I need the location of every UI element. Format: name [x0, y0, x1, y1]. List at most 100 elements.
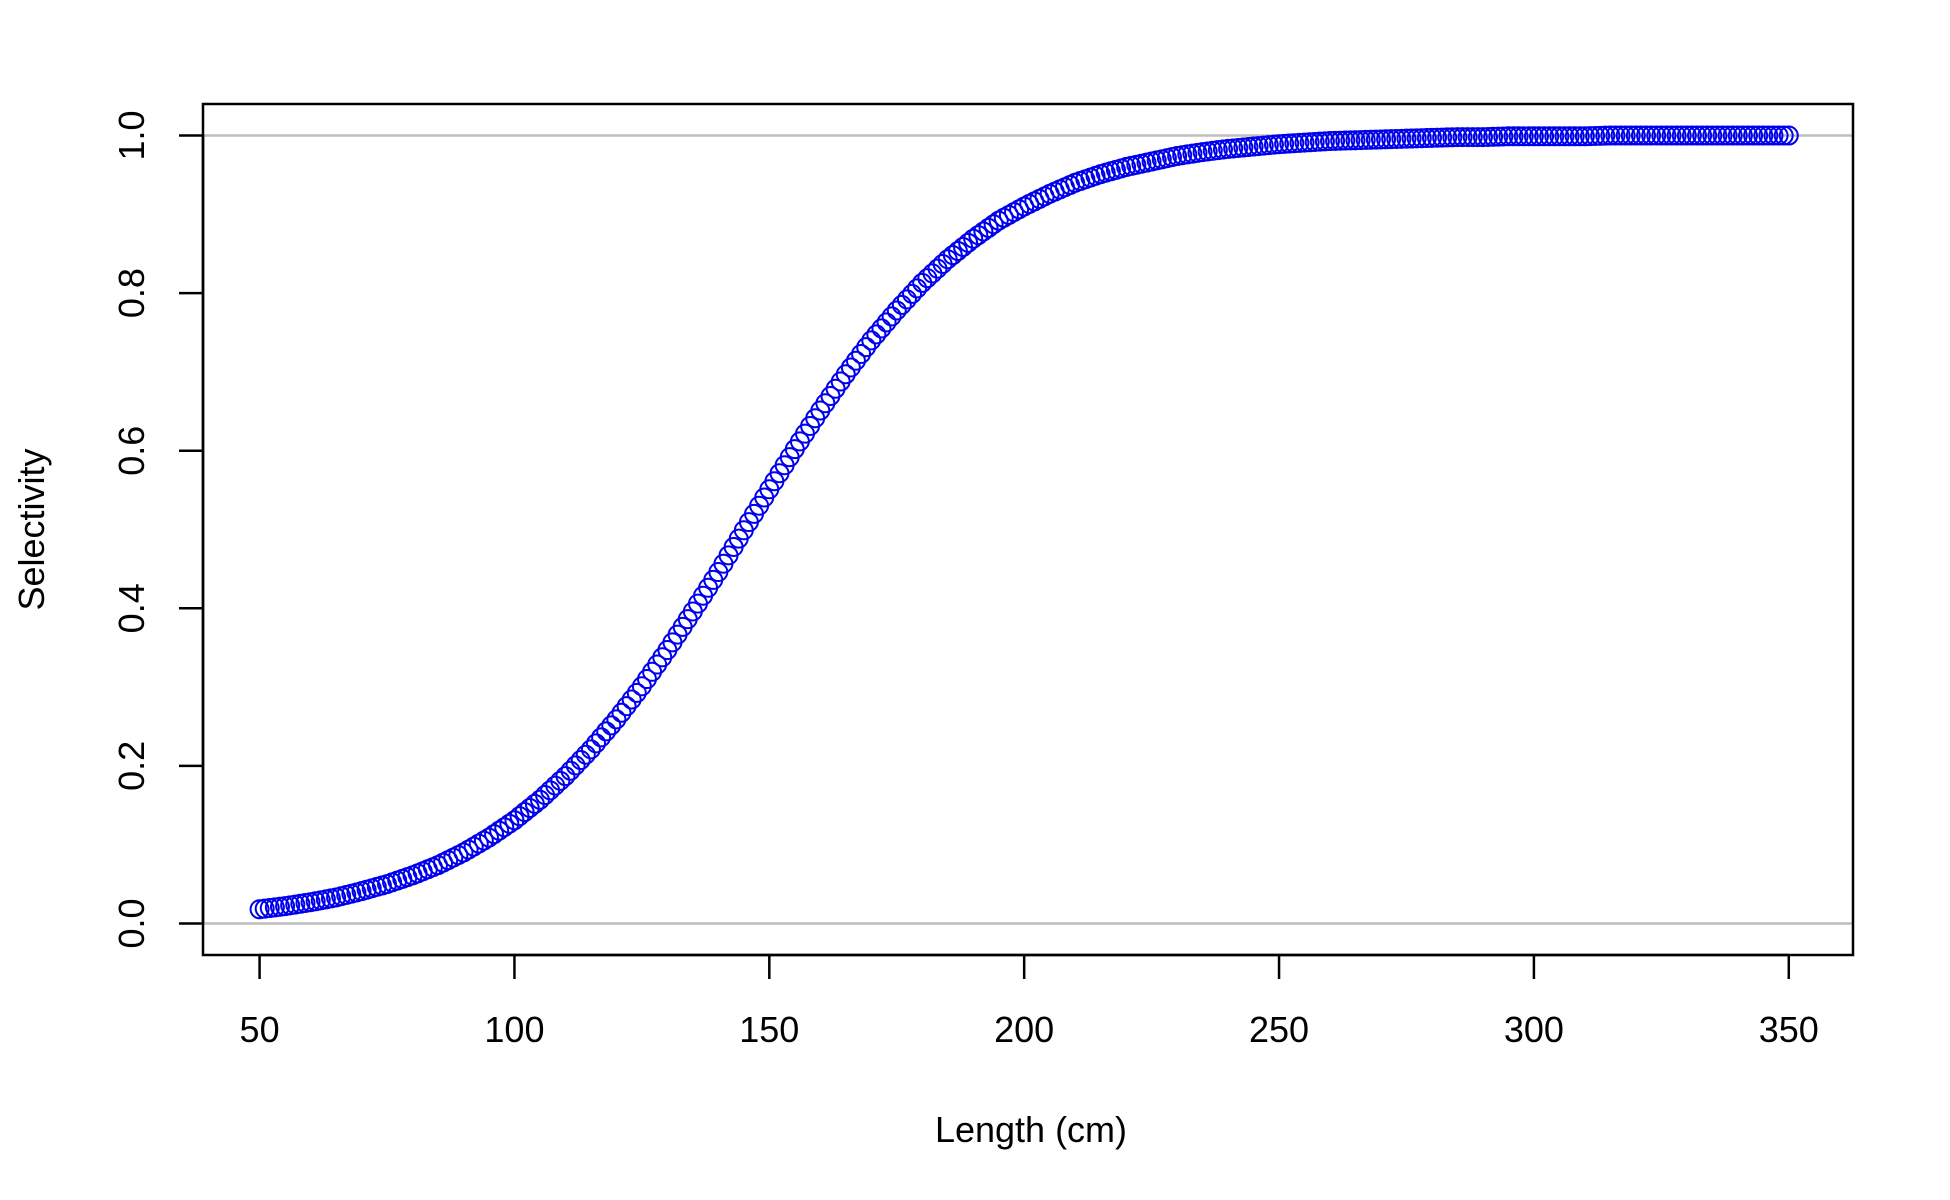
data-point-123 — [876, 312, 897, 333]
data-point-296 — [1758, 125, 1779, 146]
data-point-276 — [1656, 125, 1677, 146]
data-point-42 — [463, 836, 484, 857]
data-point-249 — [1518, 126, 1539, 147]
data-point-292 — [1738, 125, 1758, 146]
data-point-126 — [891, 294, 912, 315]
data-point-208 — [1309, 131, 1330, 152]
data-point-266 — [1605, 125, 1626, 146]
data-point-268 — [1615, 125, 1636, 146]
data-point-120 — [861, 330, 882, 351]
data-point-147 — [998, 204, 1019, 225]
data-point-259 — [1569, 126, 1590, 147]
data-point-226 — [1401, 128, 1422, 149]
data-point-297 — [1763, 125, 1784, 146]
data-point-284 — [1697, 125, 1718, 146]
data-point-211 — [1325, 130, 1346, 151]
data-point-143 — [978, 217, 999, 238]
x-tick-label-300: 300 — [1504, 1009, 1564, 1050]
data-point-219 — [1365, 129, 1386, 150]
data-point-40 — [453, 842, 474, 863]
data-point-144 — [983, 214, 1004, 235]
data-point-291 — [1732, 125, 1753, 146]
data-point-275 — [1651, 125, 1672, 146]
data-point-69 — [601, 715, 622, 736]
y-tick-label-0.6: 0.6 — [111, 426, 152, 476]
data-point-46 — [484, 824, 505, 845]
data-point-222 — [1381, 129, 1402, 150]
data-point-65 — [580, 739, 601, 760]
data-point-207 — [1304, 131, 1325, 152]
data-point-218 — [1360, 129, 1381, 150]
x-tick-label-200: 200 — [994, 1009, 1054, 1050]
data-point-294 — [1748, 125, 1769, 146]
data-point-240 — [1472, 127, 1493, 148]
data-point-73 — [621, 689, 642, 710]
data-point-298 — [1768, 125, 1789, 146]
data-point-119 — [856, 337, 877, 358]
data-point-278 — [1666, 125, 1687, 146]
x-tick-label-350: 350 — [1759, 1009, 1819, 1050]
data-point-260 — [1574, 126, 1595, 147]
data-point-255 — [1549, 126, 1570, 147]
data-point-243 — [1488, 126, 1509, 147]
data-point-229 — [1416, 128, 1437, 149]
data-point-220 — [1370, 129, 1391, 150]
data-point-242 — [1483, 126, 1504, 147]
data-point-245 — [1498, 126, 1519, 147]
data-point-231 — [1427, 127, 1448, 148]
data-point-262 — [1585, 125, 1606, 146]
data-point-289 — [1722, 125, 1743, 146]
data-point-203 — [1284, 133, 1305, 154]
data-point-74 — [626, 682, 647, 703]
data-point-216 — [1350, 130, 1371, 151]
data-point-221 — [1376, 129, 1397, 150]
data-point-129 — [907, 278, 928, 299]
data-point-206 — [1299, 132, 1320, 153]
data-point-64 — [575, 744, 596, 765]
data-point-201 — [1274, 133, 1295, 154]
y-tick-label-1.0: 1.0 — [111, 110, 152, 160]
data-point-148 — [1003, 202, 1024, 223]
data-point-212 — [1330, 130, 1351, 151]
data-point-252 — [1534, 126, 1555, 147]
data-point-281 — [1681, 125, 1702, 146]
data-point-116 — [840, 357, 861, 378]
data-point-118 — [851, 343, 872, 364]
data-point-200 — [1269, 134, 1290, 155]
y-tick-label-0.2: 0.2 — [111, 741, 152, 791]
data-point-225 — [1396, 128, 1417, 149]
data-point-127 — [896, 289, 917, 310]
data-point-214 — [1340, 130, 1361, 151]
data-point-47 — [489, 820, 510, 841]
data-point-48 — [494, 817, 515, 838]
data-point-299 — [1773, 125, 1794, 146]
data-point-247 — [1508, 126, 1529, 147]
y-axis: 0.0 0.2 0.4 0.6 0.8 1.0 — [111, 110, 205, 949]
data-point-285 — [1702, 125, 1723, 146]
data-point-70 — [606, 709, 627, 730]
data-point-45 — [478, 827, 499, 848]
data-point-72 — [616, 696, 637, 717]
data-point-283 — [1692, 125, 1713, 146]
data-point-277 — [1661, 125, 1682, 146]
data-point-128 — [902, 283, 923, 304]
data-point-293 — [1743, 125, 1764, 146]
data-point-261 — [1579, 126, 1600, 147]
data-point-61 — [560, 760, 581, 781]
data-point-271 — [1630, 125, 1651, 146]
data-point-236 — [1452, 127, 1473, 148]
data-point-290 — [1727, 125, 1748, 146]
data-point-63 — [570, 750, 591, 771]
data-point-251 — [1529, 126, 1550, 147]
data-point-237 — [1457, 127, 1478, 148]
data-point-287 — [1712, 125, 1733, 146]
data-point-121 — [866, 324, 887, 345]
data-point-124 — [881, 306, 902, 327]
data-point-254 — [1544, 126, 1565, 147]
data-point-43 — [468, 833, 489, 854]
data-point-141 — [968, 225, 989, 246]
data-point-202 — [1279, 133, 1300, 154]
data-point-280 — [1676, 125, 1697, 146]
